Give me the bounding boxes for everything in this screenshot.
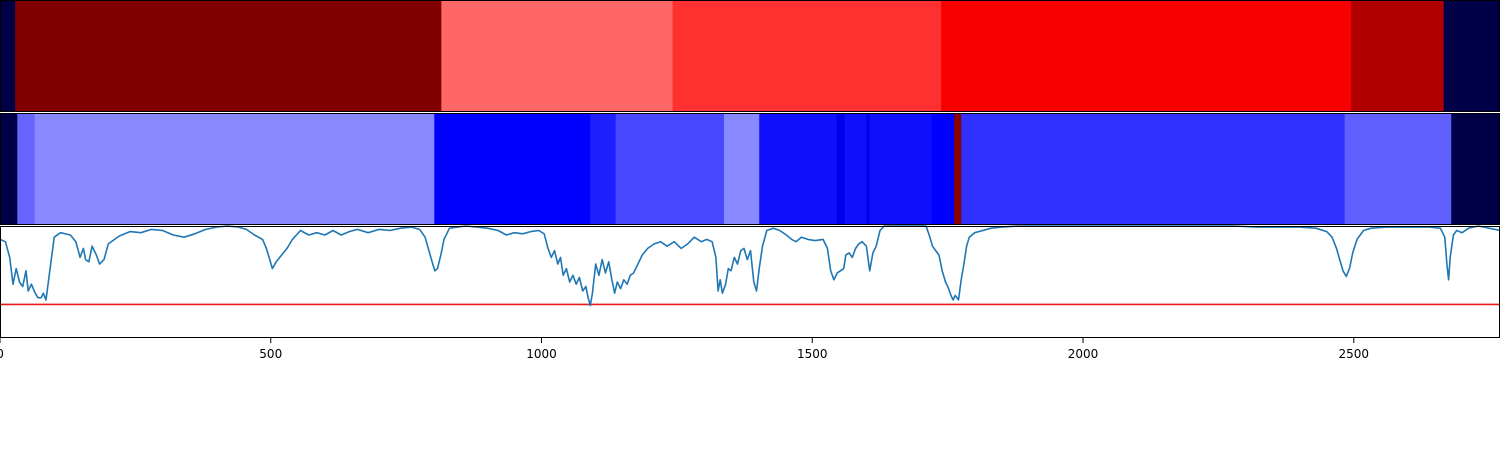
heatmap-segment-1-14 — [961, 113, 1346, 225]
heatmap-segment-0-6 — [1443, 0, 1500, 112]
heatmap-segment-0-0 — [0, 0, 16, 112]
x-tick-label-2: 1000 — [526, 347, 557, 361]
heatmap-segment-1-6 — [724, 113, 760, 225]
heatmap-segment-1-15 — [1344, 113, 1452, 225]
heatmap-track-middle — [0, 113, 1500, 225]
heatmap-segment-0-3 — [672, 0, 942, 112]
x-tick-label-0: 0 — [0, 347, 4, 361]
x-tick-label-5: 2500 — [1339, 347, 1370, 361]
x-tick-label-4: 2000 — [1068, 347, 1099, 361]
heatmap-segment-1-13 — [954, 113, 962, 225]
heatmap-segment-1-4 — [590, 113, 617, 225]
heatmap-segment-1-0 — [0, 113, 18, 225]
signal-series-line — [0, 225, 1500, 307]
heatmap-segment-1-7 — [759, 113, 838, 225]
panel-frame-2 — [0, 226, 1500, 338]
x-axis: 0 500 1000 1500 2000 2500 — [0, 338, 1369, 361]
x-tick-label-3: 1500 — [797, 347, 828, 361]
heatmap-segment-1-2 — [34, 113, 435, 225]
heatmap-segment-1-5 — [615, 113, 725, 225]
heatmap-track-top — [0, 0, 1500, 112]
heatmap-segment-1-16 — [1451, 113, 1500, 225]
heatmap-segment-1-12 — [931, 113, 955, 225]
signal-line-panel — [0, 225, 1500, 307]
heatmap-segment-1-9 — [844, 113, 868, 225]
heatmap-segment-1-11 — [869, 113, 933, 225]
heatmap-segment-0-4 — [941, 0, 1352, 112]
heatmap-segment-1-3 — [434, 113, 591, 225]
x-tick-label-1: 500 — [259, 347, 282, 361]
heatmap-segment-0-1 — [15, 0, 442, 112]
heatmap-segment-1-8 — [836, 113, 846, 225]
heatmap-segment-0-5 — [1351, 0, 1445, 112]
heatmap-segment-1-1 — [17, 113, 36, 225]
heatmap-segment-0-2 — [441, 0, 674, 112]
heatmap-segment-1-10 — [866, 113, 871, 225]
